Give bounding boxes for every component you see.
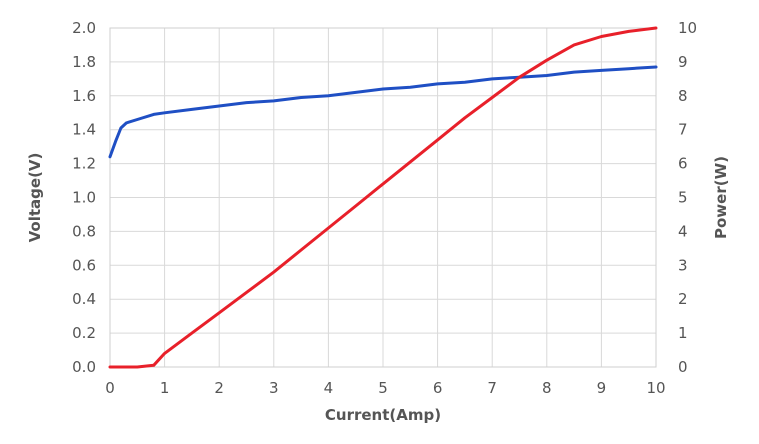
y-right-tick-label: 3 (678, 256, 688, 274)
y-left-tick-label: 0.6 (72, 256, 96, 274)
y-right-tick-label: 6 (678, 155, 688, 173)
y-left-tick-label: 1.6 (72, 87, 96, 105)
y-left-tick-label: 1.8 (72, 53, 96, 71)
x-tick-label: 0 (105, 379, 115, 397)
x-axis-title: Current(Amp) (325, 406, 441, 424)
series-layer (108, 26, 658, 369)
y-left-tick-label: 0.0 (72, 358, 96, 376)
y-left-tick-label: 0.2 (72, 324, 96, 342)
y-right-tick-label: 1 (678, 324, 688, 342)
x-tick-label: 9 (597, 379, 607, 397)
plot-frame (109, 27, 657, 368)
y-right-tick-label: 5 (678, 189, 688, 207)
y-left-tick-label: 1.4 (72, 121, 96, 139)
x-tick-label: 3 (269, 379, 279, 397)
x-tick-label: 2 (214, 379, 224, 397)
x-tick-label: 6 (433, 379, 443, 397)
x-tick-label: 5 (378, 379, 388, 397)
x-tick-label: 10 (646, 379, 665, 397)
y-left-tick-label: 1.2 (72, 155, 96, 173)
x-tick-label: 8 (542, 379, 552, 397)
y-left-tick-labels: 0.0 0.2 0.4 0.6 0.8 1.0 1.2 1.4 1.6 1.8 2.0 (72, 19, 96, 376)
y-right-axis-title: Power(W) (712, 156, 730, 239)
y-right-tick-label: 8 (678, 87, 688, 105)
y-right-tick-label: 4 (678, 222, 688, 240)
y-right-tick-label: 10 (678, 19, 697, 37)
y-right-tick-label: 7 (678, 121, 688, 139)
y-left-tick-label: 0.8 (72, 222, 96, 240)
x-tick-label: 1 (160, 379, 170, 397)
y-left-tick-label: 1.0 (72, 189, 96, 207)
x-tick-label: 4 (324, 379, 334, 397)
voltage-series-line (108, 65, 658, 159)
y-right-tick-label: 0 (678, 358, 688, 376)
y-left-axis-title: Voltage(V) (26, 153, 44, 243)
y-left-tick-label: 2.0 (72, 19, 96, 37)
grid-layer (109, 27, 657, 368)
y-right-tick-label: 2 (678, 290, 688, 308)
y-right-tick-labels: 0 1 2 3 4 5 6 7 8 9 10 (678, 19, 697, 376)
x-tick-label: 7 (487, 379, 497, 397)
x-tick-labels: 0 1 2 3 4 5 6 7 8 9 10 (105, 379, 665, 397)
y-right-tick-label: 9 (678, 53, 688, 71)
y-left-tick-label: 0.4 (72, 290, 96, 308)
power-series-line (108, 26, 658, 369)
